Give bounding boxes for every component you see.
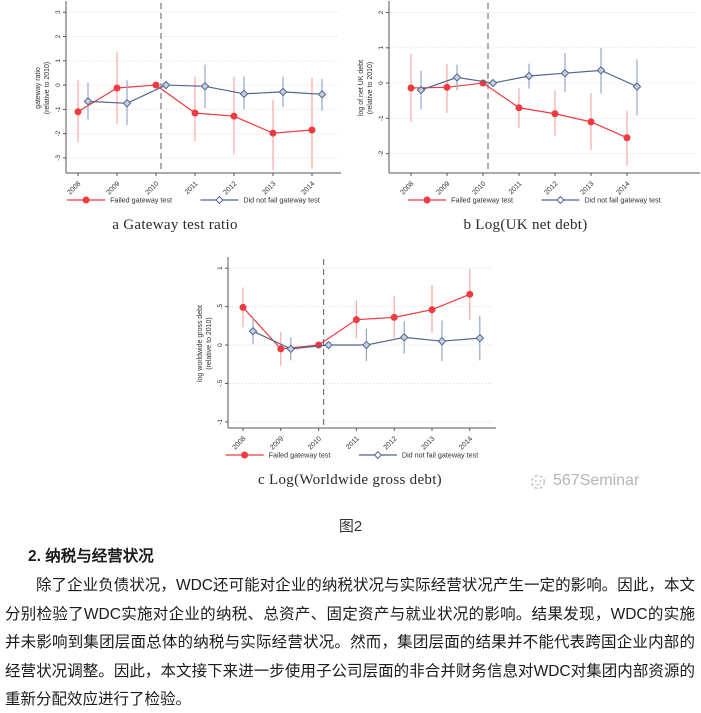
chart-a-canvas: 3 2 1 0 -1 -2 -3 2008 2009 2010 2011 2012 2013 2014 ga… xyxy=(35,1,341,205)
svg-text:2009: 2009 xyxy=(269,435,285,451)
svg-text:2014: 2014 xyxy=(300,180,316,196)
svg-text:-.5: -.5 xyxy=(217,379,224,387)
svg-text:1: 1 xyxy=(217,266,224,270)
chart-row-top: 3 2 1 0 -1 -2 -3 2008 2009 2010 2011 2012 2013 2014 ga… xyxy=(0,0,701,234)
svg-text:gateway ratio: gateway ratio xyxy=(35,67,42,109)
svg-text:2010: 2010 xyxy=(307,435,323,451)
svg-text:1: 1 xyxy=(55,59,62,63)
svg-text:(relative to 2010): (relative to 2010) xyxy=(44,62,51,115)
svg-text:2008: 2008 xyxy=(399,180,415,196)
svg-text:-2: -2 xyxy=(378,150,385,156)
svg-text:2009: 2009 xyxy=(435,180,451,196)
panel-c-caption: c Log(Worldwide gross debt) xyxy=(258,472,442,488)
svg-text:2013: 2013 xyxy=(420,435,436,451)
svg-text:2008: 2008 xyxy=(66,180,82,196)
svg-text:2011: 2011 xyxy=(345,435,361,451)
svg-text:2014: 2014 xyxy=(458,435,474,451)
svg-text:-1: -1 xyxy=(378,115,385,121)
svg-text:3: 3 xyxy=(55,10,62,14)
svg-text:2014: 2014 xyxy=(615,180,631,196)
svg-text:Failed gateway test: Failed gateway test xyxy=(451,196,513,205)
watermark-logo-icon xyxy=(530,474,546,490)
svg-text:.5: .5 xyxy=(217,304,224,310)
svg-text:1: 1 xyxy=(378,46,385,50)
panel-b: 2 1 0 -1 -2 2008 2009 2010 2011 2012 2013 2014 log o… xyxy=(350,0,701,234)
watermark-text: 567Seminar xyxy=(553,472,640,489)
svg-text:Failed gateway test: Failed gateway test xyxy=(269,451,331,460)
panel-c: 1 .5 0 -.5 -1 2008 2009 2010 2011 2012 2013 2014 log… xyxy=(180,255,520,489)
svg-text:log of net UK debt: log of net UK debt xyxy=(358,60,365,116)
watermark: 567Seminar xyxy=(528,471,639,491)
svg-text:Did not fail gateway test: Did not fail gateway test xyxy=(243,196,319,205)
svg-text:2010: 2010 xyxy=(144,180,160,196)
svg-text:2009: 2009 xyxy=(105,180,121,196)
svg-text:2: 2 xyxy=(378,10,385,14)
svg-text:2012: 2012 xyxy=(543,180,559,196)
panel-a-caption: a Gateway test ratio xyxy=(112,217,238,233)
svg-text:-3: -3 xyxy=(55,155,62,161)
figure-label: 图2 xyxy=(338,518,363,535)
svg-text:Did not fail gateway test: Did not fail gateway test xyxy=(584,196,660,205)
svg-text:2010: 2010 xyxy=(471,180,487,196)
svg-text:log worldwide gross debt: log worldwide gross debt xyxy=(197,305,204,382)
panel-a: 3 2 1 0 -1 -2 -3 2008 2009 2010 2011 2012 2013 2014 ga… xyxy=(0,0,350,234)
svg-text:-1: -1 xyxy=(217,419,224,425)
svg-text:2012: 2012 xyxy=(222,180,238,196)
svg-text:(relative to 2010): (relative to 2010) xyxy=(206,317,213,370)
svg-text:0: 0 xyxy=(217,343,224,347)
body-paragraph: 除了企业负债状况，WDC还可能对企业的纳税状况与实际经营状况产生一定的影响。因此… xyxy=(5,577,695,708)
svg-text:2013: 2013 xyxy=(579,180,595,196)
svg-text:-1: -1 xyxy=(55,106,62,112)
svg-text:2013: 2013 xyxy=(261,180,277,196)
svg-text:2012: 2012 xyxy=(383,435,399,451)
svg-text:0: 0 xyxy=(55,83,62,87)
svg-text:Did not fail gateway test: Did not fail gateway test xyxy=(402,451,478,460)
svg-text:2011: 2011 xyxy=(184,180,200,196)
panel-b-caption: b Log(UK net debt) xyxy=(463,217,588,233)
chart-c-canvas: 1 .5 0 -.5 -1 2008 2009 2010 2011 2012 2013 2014 log… xyxy=(197,257,496,460)
svg-text:2011: 2011 xyxy=(508,180,524,196)
section-heading: 2. 纳税与经营状况 xyxy=(28,548,154,565)
body-section: 2. 纳税与经营状况 除了企业负债状况，WDC还可能对企业的纳税状况与实际经营状… xyxy=(0,546,701,713)
svg-text:2: 2 xyxy=(55,34,62,38)
svg-text:Failed gateway test: Failed gateway test xyxy=(110,196,172,205)
figure-2: 3 2 1 0 -1 -2 -3 2008 2009 2010 2011 2012 2013 2014 ga… xyxy=(0,0,701,535)
svg-text:-2: -2 xyxy=(55,130,62,136)
chart-b-canvas: 2 1 0 -1 -2 2008 2009 2010 2011 2012 2013 2014 log o… xyxy=(358,1,700,205)
svg-text:(relative to 2010): (relative to 2010) xyxy=(367,62,374,115)
svg-text:2008: 2008 xyxy=(231,435,247,451)
svg-text:0: 0 xyxy=(378,81,385,85)
chart-row-bottom: 1 .5 0 -.5 -1 2008 2009 2010 2011 2012 2013 2014 log… xyxy=(180,255,701,489)
